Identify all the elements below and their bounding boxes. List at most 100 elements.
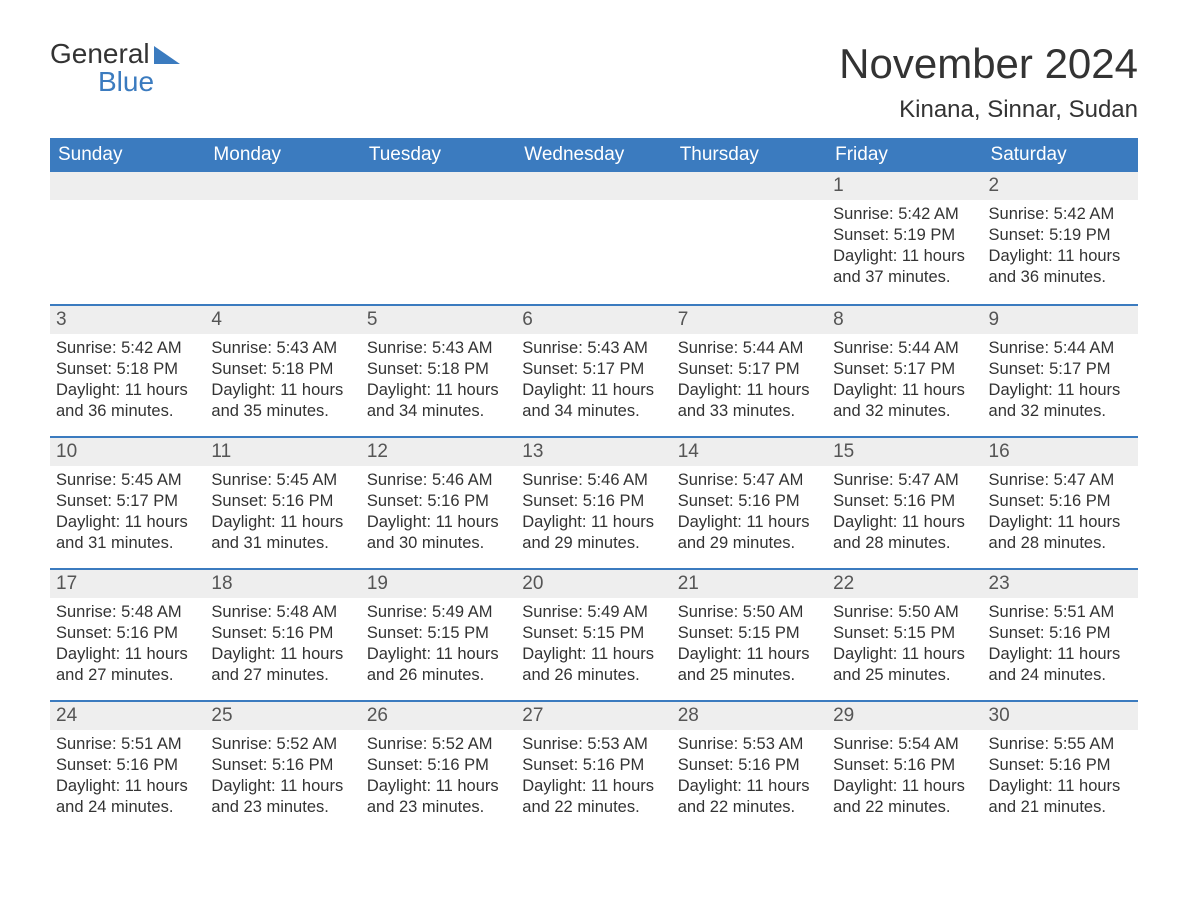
calendar-day: 26Sunrise: 5:52 AMSunset: 5:16 PMDayligh… bbox=[361, 702, 516, 832]
day-daylight: Daylight: 11 hours and 21 minutes. bbox=[989, 776, 1132, 818]
day-sunrise: Sunrise: 5:50 AM bbox=[833, 602, 976, 623]
day-number: 19 bbox=[361, 570, 516, 598]
calendar-day: 29Sunrise: 5:54 AMSunset: 5:16 PMDayligh… bbox=[827, 702, 982, 832]
day-sunrise: Sunrise: 5:46 AM bbox=[522, 470, 665, 491]
day-daylight: Daylight: 11 hours and 31 minutes. bbox=[211, 512, 354, 554]
location-text: Kinana, Sinnar, Sudan bbox=[839, 96, 1138, 124]
day-sunrise: Sunrise: 5:51 AM bbox=[56, 734, 199, 755]
calendar-day: 4Sunrise: 5:43 AMSunset: 5:18 PMDaylight… bbox=[205, 306, 360, 436]
day-number: 29 bbox=[827, 702, 982, 730]
day-daylight: Daylight: 11 hours and 27 minutes. bbox=[56, 644, 199, 686]
day-body: Sunrise: 5:44 AMSunset: 5:17 PMDaylight:… bbox=[827, 334, 982, 430]
weekday-header: Tuesday bbox=[361, 138, 516, 172]
day-sunset: Sunset: 5:16 PM bbox=[56, 623, 199, 644]
day-sunrise: Sunrise: 5:42 AM bbox=[989, 204, 1132, 225]
day-sunset: Sunset: 5:15 PM bbox=[678, 623, 821, 644]
logo-word2: Blue bbox=[98, 68, 180, 96]
day-body: Sunrise: 5:45 AMSunset: 5:16 PMDaylight:… bbox=[205, 466, 360, 562]
calendar-day-empty bbox=[361, 172, 516, 304]
day-sunrise: Sunrise: 5:42 AM bbox=[833, 204, 976, 225]
day-body: Sunrise: 5:52 AMSunset: 5:16 PMDaylight:… bbox=[205, 730, 360, 826]
day-sunset: Sunset: 5:16 PM bbox=[678, 755, 821, 776]
calendar-day: 11Sunrise: 5:45 AMSunset: 5:16 PMDayligh… bbox=[205, 438, 360, 568]
calendar-day: 3Sunrise: 5:42 AMSunset: 5:18 PMDaylight… bbox=[50, 306, 205, 436]
week-row: 24Sunrise: 5:51 AMSunset: 5:16 PMDayligh… bbox=[50, 700, 1138, 832]
calendar-day-empty bbox=[50, 172, 205, 304]
day-sunset: Sunset: 5:19 PM bbox=[989, 225, 1132, 246]
week-row: 10Sunrise: 5:45 AMSunset: 5:17 PMDayligh… bbox=[50, 436, 1138, 568]
day-daylight: Daylight: 11 hours and 37 minutes. bbox=[833, 246, 976, 288]
day-sunset: Sunset: 5:16 PM bbox=[989, 755, 1132, 776]
day-number bbox=[516, 172, 671, 200]
day-sunset: Sunset: 5:16 PM bbox=[367, 491, 510, 512]
day-sunrise: Sunrise: 5:52 AM bbox=[211, 734, 354, 755]
day-daylight: Daylight: 11 hours and 32 minutes. bbox=[833, 380, 976, 422]
day-number: 28 bbox=[672, 702, 827, 730]
calendar-day: 9Sunrise: 5:44 AMSunset: 5:17 PMDaylight… bbox=[983, 306, 1138, 436]
day-sunset: Sunset: 5:16 PM bbox=[367, 755, 510, 776]
calendar-day: 2Sunrise: 5:42 AMSunset: 5:19 PMDaylight… bbox=[983, 172, 1138, 304]
day-number: 23 bbox=[983, 570, 1138, 598]
day-sunrise: Sunrise: 5:44 AM bbox=[678, 338, 821, 359]
calendar-day-empty bbox=[672, 172, 827, 304]
day-number: 27 bbox=[516, 702, 671, 730]
day-sunset: Sunset: 5:15 PM bbox=[833, 623, 976, 644]
calendar-day-empty bbox=[516, 172, 671, 304]
day-sunrise: Sunrise: 5:49 AM bbox=[522, 602, 665, 623]
day-number: 20 bbox=[516, 570, 671, 598]
day-sunrise: Sunrise: 5:43 AM bbox=[211, 338, 354, 359]
calendar-day: 5Sunrise: 5:43 AMSunset: 5:18 PMDaylight… bbox=[361, 306, 516, 436]
day-number bbox=[50, 172, 205, 200]
calendar-day: 6Sunrise: 5:43 AMSunset: 5:17 PMDaylight… bbox=[516, 306, 671, 436]
calendar-day: 22Sunrise: 5:50 AMSunset: 5:15 PMDayligh… bbox=[827, 570, 982, 700]
day-number: 24 bbox=[50, 702, 205, 730]
day-daylight: Daylight: 11 hours and 24 minutes. bbox=[56, 776, 199, 818]
calendar-day: 21Sunrise: 5:50 AMSunset: 5:15 PMDayligh… bbox=[672, 570, 827, 700]
day-number: 1 bbox=[827, 172, 982, 200]
logo-triangle-icon bbox=[154, 46, 180, 64]
day-sunset: Sunset: 5:16 PM bbox=[833, 491, 976, 512]
day-body: Sunrise: 5:46 AMSunset: 5:16 PMDaylight:… bbox=[361, 466, 516, 562]
day-number bbox=[672, 172, 827, 200]
calendar-day: 10Sunrise: 5:45 AMSunset: 5:17 PMDayligh… bbox=[50, 438, 205, 568]
calendar: SundayMondayTuesdayWednesdayThursdayFrid… bbox=[50, 138, 1138, 832]
day-sunrise: Sunrise: 5:54 AM bbox=[833, 734, 976, 755]
weekday-header: Thursday bbox=[672, 138, 827, 172]
day-number: 12 bbox=[361, 438, 516, 466]
day-sunset: Sunset: 5:18 PM bbox=[211, 359, 354, 380]
day-sunset: Sunset: 5:17 PM bbox=[989, 359, 1132, 380]
day-body: Sunrise: 5:43 AMSunset: 5:18 PMDaylight:… bbox=[205, 334, 360, 430]
logo-word1: General bbox=[50, 40, 150, 68]
day-daylight: Daylight: 11 hours and 23 minutes. bbox=[367, 776, 510, 818]
day-number: 21 bbox=[672, 570, 827, 598]
day-daylight: Daylight: 11 hours and 33 minutes. bbox=[678, 380, 821, 422]
day-sunset: Sunset: 5:16 PM bbox=[678, 491, 821, 512]
day-daylight: Daylight: 11 hours and 26 minutes. bbox=[522, 644, 665, 686]
weekday-header: Friday bbox=[827, 138, 982, 172]
day-body: Sunrise: 5:51 AMSunset: 5:16 PMDaylight:… bbox=[983, 598, 1138, 694]
day-body: Sunrise: 5:54 AMSunset: 5:16 PMDaylight:… bbox=[827, 730, 982, 826]
calendar-day: 30Sunrise: 5:55 AMSunset: 5:16 PMDayligh… bbox=[983, 702, 1138, 832]
day-number: 16 bbox=[983, 438, 1138, 466]
day-sunrise: Sunrise: 5:53 AM bbox=[678, 734, 821, 755]
day-body: Sunrise: 5:49 AMSunset: 5:15 PMDaylight:… bbox=[361, 598, 516, 694]
day-sunset: Sunset: 5:15 PM bbox=[367, 623, 510, 644]
day-body: Sunrise: 5:50 AMSunset: 5:15 PMDaylight:… bbox=[672, 598, 827, 694]
day-body: Sunrise: 5:42 AMSunset: 5:19 PMDaylight:… bbox=[983, 200, 1138, 296]
week-row: 17Sunrise: 5:48 AMSunset: 5:16 PMDayligh… bbox=[50, 568, 1138, 700]
weekday-header: Monday bbox=[205, 138, 360, 172]
day-sunset: Sunset: 5:16 PM bbox=[211, 755, 354, 776]
day-sunset: Sunset: 5:16 PM bbox=[211, 623, 354, 644]
day-daylight: Daylight: 11 hours and 31 minutes. bbox=[56, 512, 199, 554]
day-sunrise: Sunrise: 5:52 AM bbox=[367, 734, 510, 755]
day-sunset: Sunset: 5:17 PM bbox=[833, 359, 976, 380]
day-sunset: Sunset: 5:16 PM bbox=[522, 755, 665, 776]
day-number: 26 bbox=[361, 702, 516, 730]
calendar-day: 17Sunrise: 5:48 AMSunset: 5:16 PMDayligh… bbox=[50, 570, 205, 700]
day-number: 2 bbox=[983, 172, 1138, 200]
day-number: 17 bbox=[50, 570, 205, 598]
day-number: 9 bbox=[983, 306, 1138, 334]
day-body: Sunrise: 5:42 AMSunset: 5:19 PMDaylight:… bbox=[827, 200, 982, 296]
day-sunset: Sunset: 5:16 PM bbox=[833, 755, 976, 776]
day-body: Sunrise: 5:52 AMSunset: 5:16 PMDaylight:… bbox=[361, 730, 516, 826]
